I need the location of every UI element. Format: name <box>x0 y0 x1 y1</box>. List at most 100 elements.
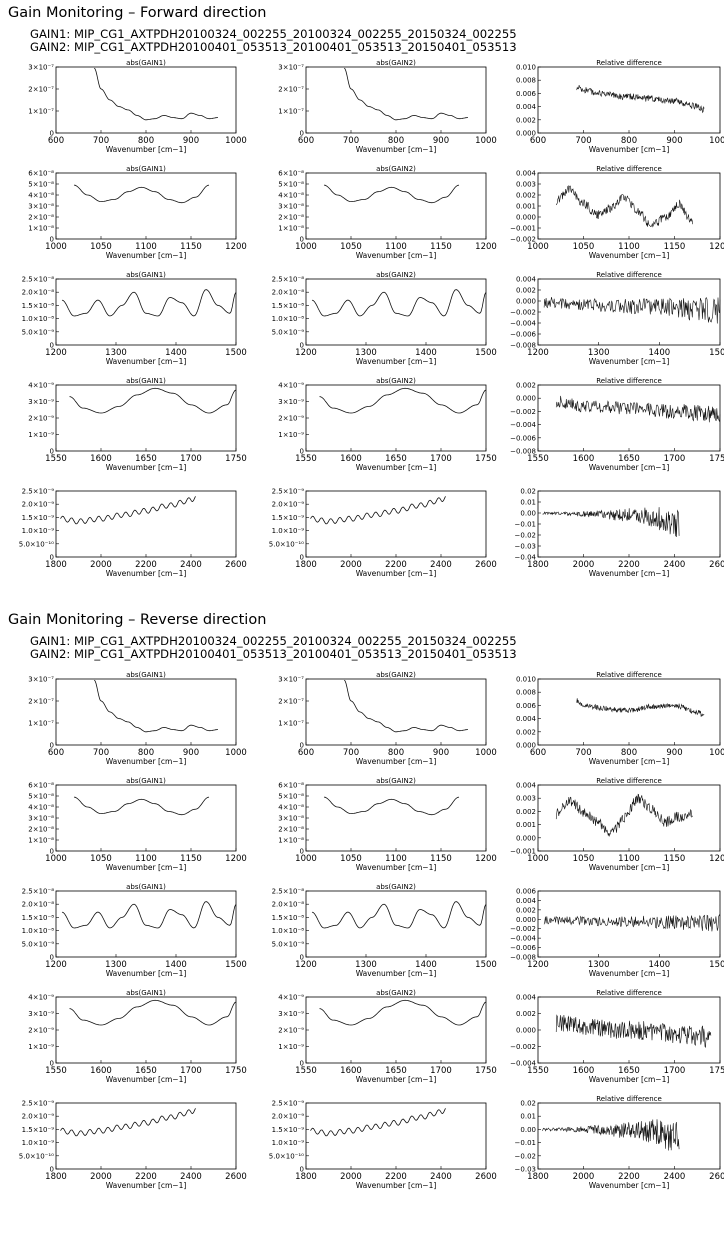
x-tick-label: 1050 <box>90 242 112 252</box>
x-axis-label: Wavenumber [cm−1] <box>106 569 187 578</box>
chart-panel-reverse-band2-gain1: abs(GAIN1) 6×10⁻⁸ 5×10⁻⁸ 4×10⁻⁸ 3×10⁻⁸ 2×10⁻⁸… <box>8 775 248 897</box>
y-tick-label: 1.0×10⁻⁹ <box>22 1139 55 1147</box>
y-tick-label: 3×10⁻⁸ <box>278 203 304 211</box>
x-tick-label: 2400 <box>430 1172 452 1182</box>
x-tick-label: 1200 <box>225 854 247 864</box>
x-axis-label: Wavenumber [cm−1] <box>589 757 670 766</box>
y-tick-label: 3×10⁻⁸ <box>278 815 304 823</box>
y-tick-label: −0.002 <box>510 925 536 933</box>
y-tick-label: −0.006 <box>510 434 536 442</box>
y-tick-label: 0 <box>50 1060 54 1068</box>
y-tick-label: 0.02 <box>520 1100 536 1108</box>
y-tick-label: 2×10⁻⁸ <box>278 826 304 834</box>
y-tick-label: 1.0×10⁻⁸ <box>22 315 55 323</box>
x-tick-label: 1100 <box>618 854 640 864</box>
x-tick-label: 2000 <box>340 1172 362 1182</box>
series-line <box>311 289 487 317</box>
chart-title: abs(GAIN2) <box>376 271 416 279</box>
y-tick-label: 2.0×10⁻⁸ <box>22 289 55 297</box>
x-tick-label: 900 <box>183 136 199 146</box>
x-tick-label: 1150 <box>430 854 452 864</box>
x-tick-label: 2400 <box>430 560 452 570</box>
x-tick-label: 900 <box>666 748 682 758</box>
y-tick-label: 5.0×10⁻¹⁰ <box>19 540 54 548</box>
y-tick-label: 0 <box>300 448 304 456</box>
y-tick-label: 0.000 <box>516 916 536 924</box>
y-tick-label: 0 <box>50 1166 54 1174</box>
chart-svg: Relative difference 0.004 0.003 0.002 0.001 0… <box>510 777 724 872</box>
x-tick-label: 1650 <box>385 454 407 464</box>
chart-panel-forward-band3-reldiff: Relative difference 0.004 0.002 0.000 −0.002… <box>505 269 724 391</box>
x-tick-label: 1700 <box>430 1066 452 1076</box>
y-tick-label: 1×10⁻⁹ <box>28 431 54 439</box>
y-tick-label: 3×10⁻⁸ <box>28 203 54 211</box>
plot-frame <box>55 1102 237 1170</box>
x-axis-label: Wavenumber [cm−1] <box>356 145 437 154</box>
y-tick-label: 0.000 <box>516 298 536 306</box>
y-tick-label: 2.0×10⁻⁸ <box>272 901 305 909</box>
x-tick-label: 2400 <box>180 1172 202 1182</box>
gain2-label: GAIN2: MIP_CG1_AXTPDH20100401_053513_201… <box>30 40 517 54</box>
plot-frame <box>305 890 487 958</box>
series-line <box>555 185 693 228</box>
x-tick-label: 2200 <box>135 1172 157 1182</box>
y-tick-label: 0.002 <box>516 728 536 736</box>
y-tick-label: 0.010 <box>516 676 536 684</box>
x-tick-label: 800 <box>621 136 637 146</box>
series-line <box>543 296 721 324</box>
plot-frame <box>537 784 721 852</box>
plot-frame <box>55 490 237 558</box>
y-tick-label: 0 <box>300 236 304 244</box>
x-axis-label: Wavenumber [cm−1] <box>589 357 670 366</box>
x-axis-label: Wavenumber [cm−1] <box>589 145 670 154</box>
y-tick-label: 3×10⁻⁷ <box>28 64 54 72</box>
chart-title: abs(GAIN2) <box>376 671 416 679</box>
x-tick-label: 2600 <box>709 1172 724 1182</box>
y-tick-label: 0 <box>50 954 54 962</box>
series-line <box>576 85 705 114</box>
x-tick-label: 1600 <box>340 454 362 464</box>
series-line <box>73 184 210 204</box>
chart-panel-reverse-band5-gain2: 2.5×10⁻⁹ 2.0×10⁻⁹ 1.5×10⁻⁹ 1.0×10⁻⁹ 5.0×10⁻¹… <box>258 1093 498 1215</box>
x-tick-label: 1700 <box>430 454 452 464</box>
y-tick-label: 1.0×10⁻⁸ <box>272 927 305 935</box>
x-tick-label: 1500 <box>709 348 724 358</box>
x-tick-label: 2600 <box>475 1172 497 1182</box>
chart-title: Relative difference <box>596 777 662 785</box>
chart-svg: abs(GAIN2) 6×10⁻⁸ 5×10⁻⁸ 4×10⁻⁸ 3×10⁻⁸ 2×10⁻⁸… <box>278 165 497 260</box>
y-tick-label: 0.008 <box>516 77 536 85</box>
y-tick-label: 0.001 <box>516 821 536 829</box>
y-tick-label: 5×10⁻⁸ <box>28 181 54 189</box>
y-tick-label: 3×10⁻⁸ <box>28 815 54 823</box>
y-tick-label: 0.006 <box>516 888 537 896</box>
x-tick-label: 1600 <box>90 454 112 464</box>
plot-frame <box>55 278 237 346</box>
x-tick-label: 800 <box>138 748 154 758</box>
y-tick-label: 2×10⁻⁷ <box>28 86 54 94</box>
section-reverse: Gain Monitoring – Reverse direction GAIN… <box>0 612 724 1232</box>
x-tick-label: 1700 <box>664 454 686 464</box>
plot-frame <box>537 490 721 558</box>
y-tick-label: 2×10⁻⁹ <box>278 1027 304 1035</box>
chart-panel-forward-band1-reldiff: Relative difference 0.010 0.008 0.006 0.004 0… <box>505 57 724 179</box>
chart-panel-forward-band4-gain2: abs(GAIN2) 4×10⁻⁹ 3×10⁻⁹ 2×10⁻⁹ 1×10⁻⁹ 0 1550 1… <box>258 375 498 497</box>
plot-frame <box>537 66 721 134</box>
y-tick-label: 1.5×10⁻⁸ <box>22 302 55 310</box>
plot-frame <box>305 1102 487 1170</box>
x-tick-label: 1100 <box>135 854 157 864</box>
chart-title: Relative difference <box>596 165 662 173</box>
series-line <box>60 496 196 525</box>
x-tick-label: 1650 <box>618 1066 640 1076</box>
x-tick-label: 1400 <box>649 348 671 358</box>
y-tick-label: −0.004 <box>510 1060 536 1068</box>
series-line <box>555 1014 712 1049</box>
x-tick-label: 1650 <box>135 1066 157 1076</box>
x-tick-label: 1800 <box>295 560 317 570</box>
y-tick-label: −0.02 <box>515 532 536 540</box>
x-axis-label: Wavenumber [cm−1] <box>589 251 670 260</box>
chart-panel-reverse-band4-gain2: abs(GAIN2) 4×10⁻⁹ 3×10⁻⁹ 2×10⁻⁹ 1×10⁻⁹ 0 1550 1… <box>258 987 498 1109</box>
x-tick-label: 1500 <box>475 960 497 970</box>
gain1-label: GAIN1: MIP_CG1_AXTPDH20100324_002255_201… <box>30 27 517 41</box>
